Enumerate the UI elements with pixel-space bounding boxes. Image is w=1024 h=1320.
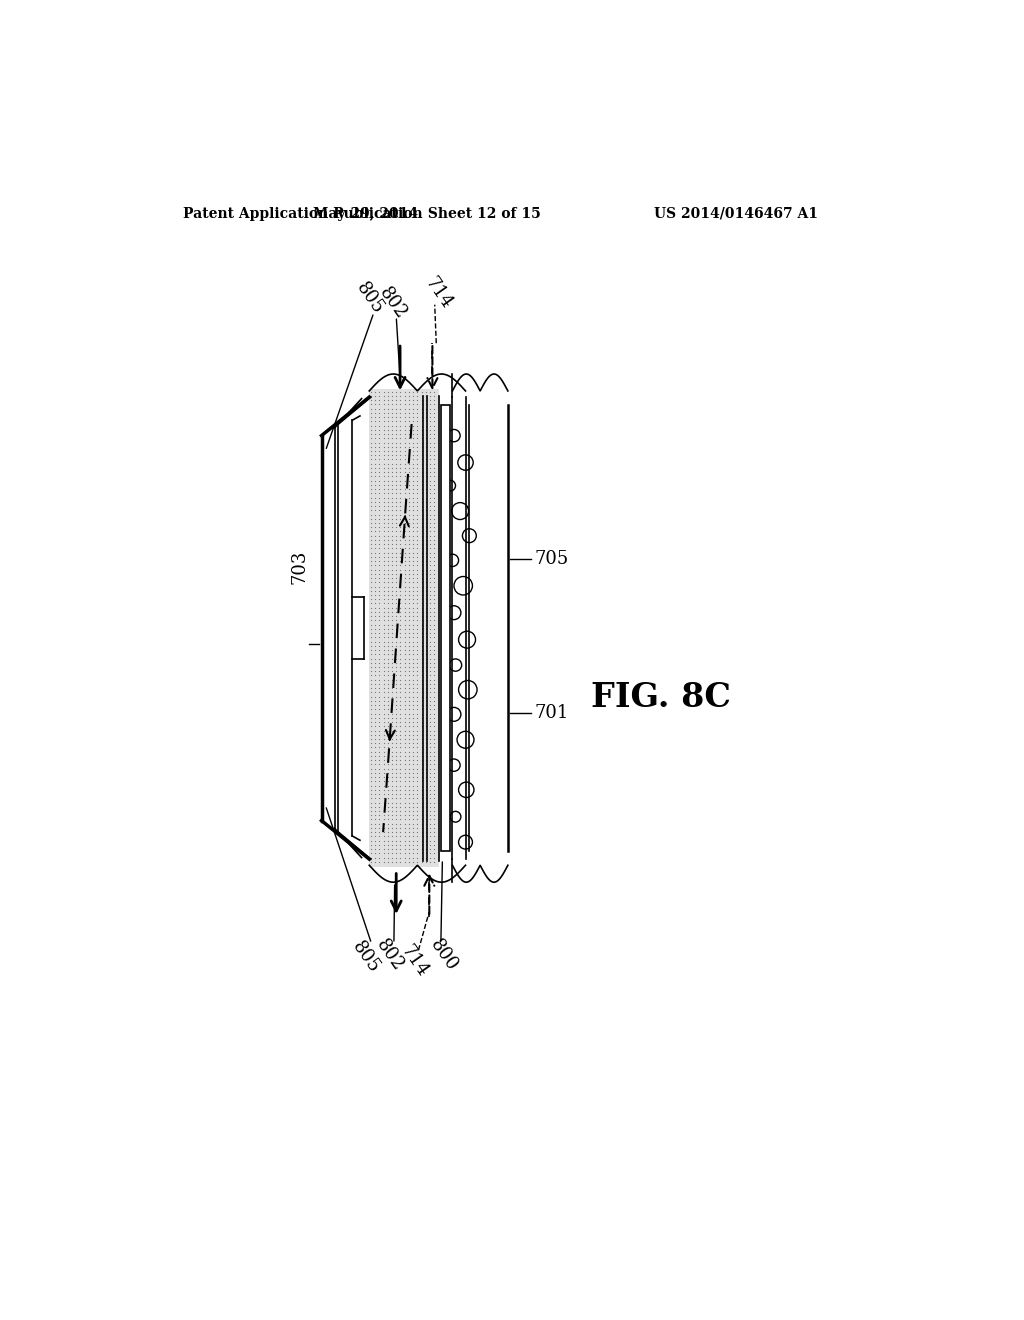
Text: 802: 802	[372, 936, 407, 974]
Text: Patent Application Publication: Patent Application Publication	[183, 207, 423, 220]
Text: 805: 805	[352, 280, 386, 318]
Text: US 2014/0146467 A1: US 2014/0146467 A1	[654, 207, 818, 220]
Text: 714: 714	[397, 941, 432, 979]
Text: 703: 703	[291, 549, 309, 583]
Bar	[441, 405, 451, 851]
Text: 802: 802	[375, 284, 410, 322]
Text: 701: 701	[535, 704, 568, 722]
Text: 705: 705	[535, 550, 568, 568]
Text: FIG. 8C: FIG. 8C	[591, 681, 731, 714]
Bar	[370, 389, 438, 867]
Text: May 29, 2014  Sheet 12 of 15: May 29, 2014 Sheet 12 of 15	[313, 207, 541, 220]
Text: 800: 800	[427, 936, 461, 974]
Text: 805: 805	[348, 939, 383, 977]
Text: 714: 714	[421, 275, 456, 313]
